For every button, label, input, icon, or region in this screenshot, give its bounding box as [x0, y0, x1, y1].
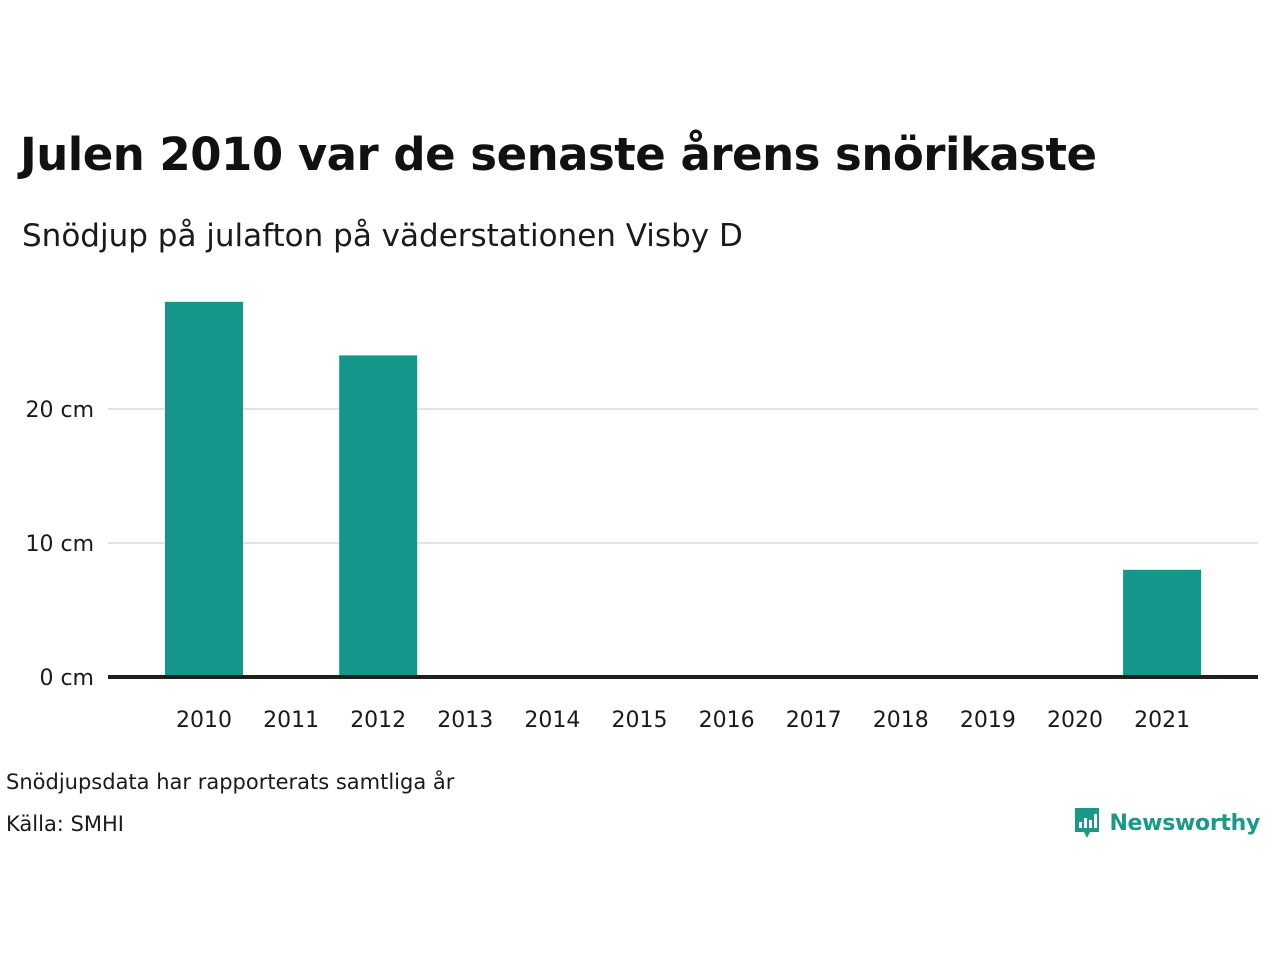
- chart-title: Julen 2010 var de senaste årens snörikas…: [20, 128, 1097, 181]
- y-tick-label: 20 cm: [25, 398, 94, 423]
- bar-2012[interactable]: [339, 355, 418, 677]
- x-axis-tick-labels: 2010 2011 2012 2013 2014 2015 2016 2017 2018 2019…: [176, 708, 1190, 733]
- bar-2010[interactable]: [165, 301, 243, 677]
- chart-subtitle: Snödjup på julafton på väderstationen Vi…: [22, 218, 743, 254]
- newsworthy-logo[interactable]: Newsworthy: [1073, 806, 1260, 840]
- logo-wordmark: Newsworthy: [1109, 810, 1260, 836]
- x-tick-label: 2019: [960, 708, 1016, 733]
- x-tick-label: 2020: [1047, 708, 1103, 733]
- x-tick-label: 2014: [524, 708, 580, 733]
- x-tick-label: 2018: [873, 708, 929, 733]
- x-tick-label: 2012: [350, 708, 406, 733]
- y-tick-label: 0 cm: [39, 666, 94, 691]
- bar-chart-speech-bubble-icon: [1075, 808, 1100, 838]
- gridlines: [108, 408, 1258, 544]
- data-note: Snödjupsdata har rapporterats samtliga å…: [6, 770, 455, 794]
- x-tick-label: 2015: [612, 708, 668, 733]
- x-tick-label: 2017: [786, 708, 842, 733]
- x-tick-label: 2016: [699, 708, 755, 733]
- y-axis-tick-labels: 0 cm 10 cm 20 cm: [25, 398, 94, 691]
- source-credit: Källa: SMHI: [6, 812, 124, 836]
- x-tick-label: 2010: [176, 708, 232, 733]
- x-tick-label: 2013: [437, 708, 493, 733]
- x-tick-label: 2011: [263, 708, 319, 733]
- x-tick-label: 2021: [1134, 708, 1190, 733]
- y-tick-label: 10 cm: [25, 532, 94, 557]
- bars: [165, 301, 1202, 677]
- bar-2021[interactable]: [1123, 569, 1202, 677]
